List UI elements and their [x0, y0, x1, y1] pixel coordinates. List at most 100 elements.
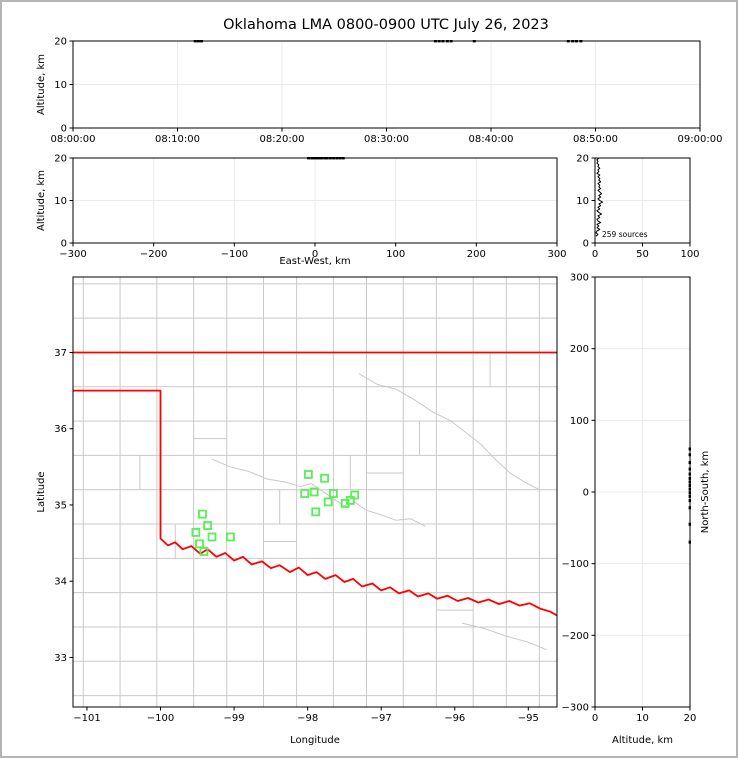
noise-source-mark: [472, 40, 476, 43]
map-xlabel: Longitude: [290, 735, 340, 746]
noise-source-mark: [449, 40, 453, 43]
noise-source-mark: [433, 40, 437, 43]
noise-source-mark: [688, 522, 691, 526]
noise-source-mark: [688, 480, 691, 484]
p1-y-tick-label: 0: [61, 124, 67, 135]
noise-source-mark: [688, 491, 691, 495]
river-line: [358, 373, 540, 491]
noise-source-mark: [445, 40, 449, 43]
state-border-west-red-river: [73, 389, 558, 617]
noise-source-mark: [688, 506, 691, 510]
p3-y-tick-label: 20: [576, 154, 589, 165]
p3-x-tick-label: 100: [680, 249, 699, 260]
p4-x-tick-label: −97: [371, 713, 392, 724]
p3-y-tick-label: 10: [576, 196, 589, 207]
plan-map-panel: [72, 276, 558, 708]
p4-y-tick-label: 37: [54, 348, 67, 359]
p2-y-tick-label: 20: [54, 154, 67, 165]
noise-source-mark: [688, 476, 691, 480]
p1-ylabel: Altitude, km: [36, 54, 47, 115]
p5-y-tick-label: 300: [570, 273, 589, 284]
p4-x-tick-label: −96: [444, 713, 465, 724]
lma-source-marker: [350, 490, 360, 500]
p4-y-tick-label: 36: [54, 424, 67, 435]
noise-source-mark: [688, 461, 691, 465]
lma-source-marker: [320, 473, 329, 483]
p5-y-tick-label: 100: [570, 416, 589, 427]
lma-source-marker: [195, 539, 204, 549]
noise-source-mark: [688, 472, 691, 476]
source-count-annotation: 259 sources: [602, 230, 648, 239]
noise-source-mark: [579, 40, 583, 43]
lma-source-marker: [309, 487, 319, 497]
p5-y-tick-label: −300: [562, 703, 589, 714]
p4-x-tick-label: −99: [224, 713, 245, 724]
lma-source-marker: [198, 509, 207, 519]
noise-source-mark: [315, 157, 319, 160]
noise-source-mark: [441, 40, 445, 43]
p3-y-tick-label: 0: [583, 239, 589, 250]
lma-source-marker: [300, 489, 310, 498]
p5-x-tick-label: 20: [684, 713, 697, 724]
p3-x-tick-label: 50: [636, 249, 649, 260]
noise-source-mark: [566, 40, 570, 43]
noise-source-mark: [688, 499, 691, 503]
p1-x-tick-label: 08:20:00: [260, 134, 305, 145]
noise-source-mark: [437, 40, 441, 43]
p2-y-tick-label: 0: [61, 239, 67, 250]
p5-x-tick-label: 10: [636, 713, 649, 724]
p4-x-tick-label: −101: [73, 713, 100, 724]
noise-source-mark: [332, 157, 336, 160]
noise-source-mark: [574, 40, 578, 43]
p4-x-tick-label: −95: [518, 713, 539, 724]
p1-x-tick-label: 08:40:00: [469, 134, 514, 145]
noise-source-mark: [338, 157, 342, 160]
river-line: [461, 622, 547, 651]
p5-y-tick-label: 200: [570, 344, 589, 355]
noise-source-mark: [323, 157, 327, 160]
noise-source-mark: [307, 157, 311, 160]
p1-y-tick-label: 10: [54, 80, 67, 91]
p1-y-tick-label: 20: [54, 37, 67, 48]
lma-source-marker: [203, 521, 213, 530]
p1-x-tick-label: 09:00:00: [678, 134, 723, 145]
noise-source-mark: [312, 157, 316, 160]
noise-source-mark: [688, 467, 691, 471]
figure-title: Oklahoma LMA 0800-0900 UTC July 26, 2023: [223, 17, 549, 33]
p2-xlabel: East-West, km: [279, 256, 350, 267]
p1-x-tick-label: 08:50:00: [573, 134, 618, 145]
noise-source-mark: [319, 157, 323, 160]
noise-source-mark: [193, 40, 197, 43]
noise-source-mark: [335, 157, 339, 160]
river-line: [211, 458, 426, 527]
p3-x-tick-label: 0: [592, 249, 598, 260]
noise-source-mark: [688, 484, 691, 488]
lma-source-marker: [303, 470, 313, 479]
altitude-histogram-profile: [595, 157, 604, 237]
lma-source-marker: [323, 497, 333, 507]
p4-x-tick-label: −100: [147, 713, 174, 724]
noise-source-mark: [310, 157, 314, 160]
lma-source-marker: [311, 507, 321, 517]
noise-source-mark: [317, 157, 321, 160]
p2-ylabel: Altitude, km: [36, 170, 47, 231]
noise-source-mark: [200, 40, 204, 43]
p5-x-tick-label: 0: [592, 713, 598, 724]
p2-x-tick-label: 100: [386, 249, 405, 260]
p2-x-tick-label: 0: [312, 249, 318, 260]
p4-y-tick-label: 33: [54, 653, 67, 664]
p1-x-tick-label: 08:00:00: [51, 134, 96, 145]
lma-source-marker: [226, 532, 235, 542]
noise-source-mark: [688, 447, 691, 451]
generated-plot-content: 08:00:00 08:10:00 08:20:00 08:30:00 08:40:00…: [36, 37, 722, 747]
p2-y-tick-label: 10: [54, 196, 67, 207]
p5-ylabel: North-South, km: [700, 451, 711, 534]
p2-x-tick-label: 200: [467, 249, 486, 260]
noise-source-mark: [688, 540, 691, 544]
p1-x-tick-label: 08:30:00: [364, 134, 409, 145]
p2-x-tick-label: −200: [140, 249, 167, 260]
noise-source-mark: [571, 40, 575, 43]
p4-y-tick-label: 35: [54, 500, 67, 511]
